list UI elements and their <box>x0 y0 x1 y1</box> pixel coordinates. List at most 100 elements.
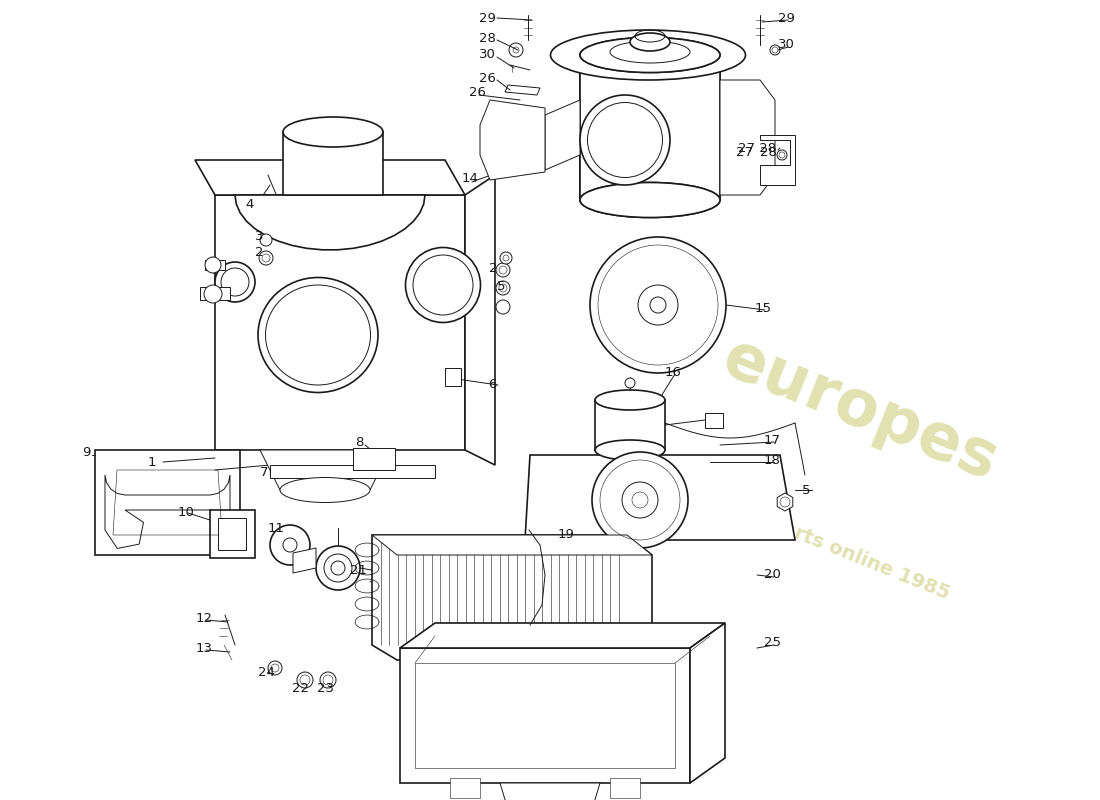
Text: 24: 24 <box>258 666 275 678</box>
Circle shape <box>509 43 522 57</box>
Circle shape <box>316 546 360 590</box>
Text: 12: 12 <box>196 611 213 625</box>
Circle shape <box>496 300 510 314</box>
Text: 11: 11 <box>268 522 285 534</box>
Text: a passion for parts online 1985: a passion for parts online 1985 <box>628 457 953 603</box>
Polygon shape <box>293 548 316 573</box>
Ellipse shape <box>595 440 666 460</box>
Polygon shape <box>104 475 230 549</box>
Circle shape <box>331 561 345 575</box>
Text: 10: 10 <box>178 506 195 519</box>
Text: 26: 26 <box>469 86 486 98</box>
Polygon shape <box>610 778 640 798</box>
Text: 20: 20 <box>764 569 781 582</box>
Circle shape <box>638 285 678 325</box>
Polygon shape <box>500 783 600 800</box>
Text: 23: 23 <box>317 682 334 694</box>
Circle shape <box>592 452 688 548</box>
Polygon shape <box>195 160 465 195</box>
Circle shape <box>260 234 272 246</box>
Ellipse shape <box>595 390 666 410</box>
Text: 3: 3 <box>255 230 264 243</box>
Text: 2: 2 <box>255 246 264 259</box>
Bar <box>353 448 395 470</box>
Polygon shape <box>400 648 690 783</box>
Circle shape <box>258 251 273 265</box>
Text: 13: 13 <box>196 642 213 654</box>
Text: 22: 22 <box>292 682 309 694</box>
Polygon shape <box>480 100 544 180</box>
Text: 4: 4 <box>245 198 253 211</box>
Polygon shape <box>690 623 725 783</box>
Ellipse shape <box>580 182 720 218</box>
Ellipse shape <box>630 33 670 51</box>
Bar <box>705 413 723 428</box>
Bar <box>218 518 246 550</box>
Text: 27 28: 27 28 <box>738 142 777 154</box>
Ellipse shape <box>258 278 378 393</box>
Polygon shape <box>580 55 720 200</box>
Ellipse shape <box>280 478 370 502</box>
Text: 1: 1 <box>148 455 156 469</box>
Polygon shape <box>525 455 795 540</box>
Circle shape <box>283 538 297 552</box>
Bar <box>446 368 461 386</box>
Polygon shape <box>260 450 390 490</box>
Text: 21: 21 <box>350 563 367 577</box>
Ellipse shape <box>580 38 720 73</box>
Polygon shape <box>760 135 795 185</box>
Text: 28: 28 <box>478 31 496 45</box>
Polygon shape <box>270 465 434 478</box>
Polygon shape <box>95 450 240 555</box>
Text: 29: 29 <box>778 11 795 25</box>
Circle shape <box>496 263 510 277</box>
Text: 5: 5 <box>802 483 811 497</box>
Text: 9: 9 <box>82 446 90 459</box>
Text: 18: 18 <box>764 454 781 466</box>
Circle shape <box>500 252 512 264</box>
Circle shape <box>496 281 510 295</box>
Text: europes: europes <box>713 326 1006 494</box>
Circle shape <box>297 672 313 688</box>
Ellipse shape <box>580 95 670 185</box>
Polygon shape <box>720 80 775 195</box>
Text: 17: 17 <box>764 434 781 446</box>
Polygon shape <box>505 85 540 95</box>
Polygon shape <box>372 535 652 555</box>
Ellipse shape <box>406 247 481 322</box>
Polygon shape <box>283 132 383 195</box>
Polygon shape <box>200 287 230 300</box>
Circle shape <box>204 285 222 303</box>
Text: 19: 19 <box>558 529 575 542</box>
Polygon shape <box>465 175 495 465</box>
Circle shape <box>590 237 726 373</box>
Ellipse shape <box>610 41 690 63</box>
Circle shape <box>320 672 336 688</box>
Circle shape <box>770 45 780 55</box>
Polygon shape <box>372 535 652 660</box>
Polygon shape <box>210 510 255 558</box>
Text: 26: 26 <box>478 71 496 85</box>
Circle shape <box>777 150 786 160</box>
Text: 28: 28 <box>760 146 777 158</box>
Polygon shape <box>214 195 465 450</box>
Circle shape <box>625 378 635 388</box>
Ellipse shape <box>580 38 720 73</box>
Ellipse shape <box>550 30 746 80</box>
Circle shape <box>621 482 658 518</box>
Text: 2: 2 <box>490 262 497 274</box>
Polygon shape <box>235 195 425 250</box>
Polygon shape <box>205 260 225 270</box>
Ellipse shape <box>283 117 383 147</box>
Text: 15: 15 <box>755 302 772 314</box>
Circle shape <box>214 262 255 302</box>
Polygon shape <box>450 778 480 798</box>
Text: 29: 29 <box>478 11 496 25</box>
Text: 30: 30 <box>478 49 496 62</box>
Text: 8: 8 <box>355 437 363 450</box>
Circle shape <box>205 257 221 273</box>
Text: 16: 16 <box>666 366 682 378</box>
Polygon shape <box>778 493 793 511</box>
Polygon shape <box>400 623 725 648</box>
Text: 6: 6 <box>488 378 496 391</box>
